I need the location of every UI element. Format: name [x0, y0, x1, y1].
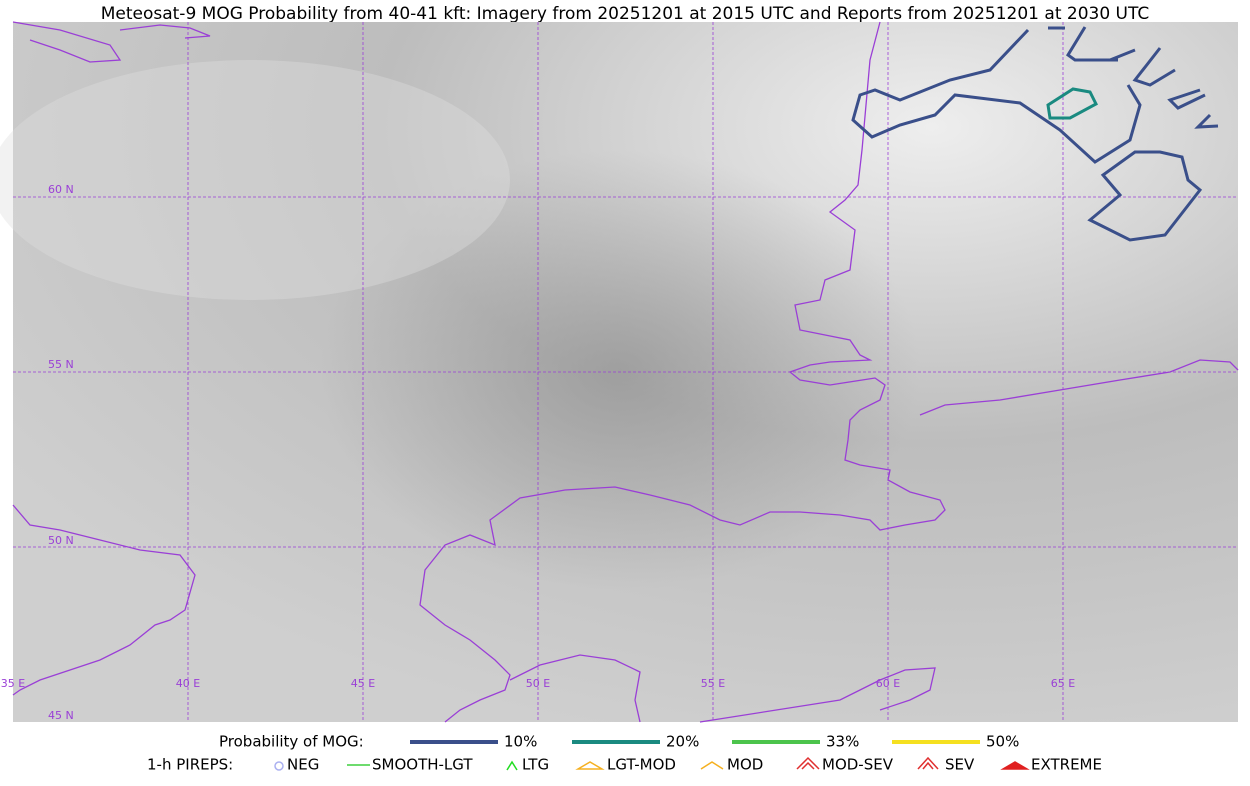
title: Meteosat-9 MOG Probability from 40-41 kf…	[101, 4, 1150, 24]
icon-mod	[700, 761, 724, 770]
icon-extreme	[1000, 761, 1030, 770]
coastline	[509, 654, 641, 723]
grid	[13, 22, 1238, 722]
lon-label: 65 E	[1051, 677, 1075, 690]
coastlines	[12, 21, 1239, 723]
legend-entry: MOD	[727, 756, 763, 774]
coastline	[919, 359, 1239, 416]
lon-label: 60 E	[876, 677, 900, 690]
coastline	[12, 21, 211, 63]
legend-entry: 33%	[826, 733, 859, 751]
contour-20	[1046, 87, 1098, 120]
lon-label: 45 E	[351, 677, 375, 690]
lat-label: 55 N	[48, 358, 74, 371]
legend-entry: SEV	[945, 756, 975, 774]
legend-entry: LTG	[522, 756, 549, 774]
icon-neg	[274, 761, 284, 771]
cloud-band	[0, 60, 510, 300]
pirep-icons	[274, 756, 1030, 771]
icon-ltg	[506, 760, 518, 771]
legend-entry: 20%	[666, 733, 699, 751]
lon-label: 55 E	[701, 677, 725, 690]
contour-10	[851, 28, 1142, 164]
lat-label: 60 N	[48, 183, 74, 196]
legend: Probability of MOG: 1-h PIREPS: 10% 20% 33…	[147, 733, 1102, 774]
lon-label: 40 E	[176, 677, 200, 690]
legend-label: 1-h PIREPS:	[147, 756, 233, 774]
map: 60 N 55 N 50 N 45 N 35 E 40 E 45 E 50 E …	[0, 21, 1239, 723]
legend-entry: 50%	[986, 733, 1019, 751]
coastline	[699, 667, 936, 723]
legend-entry: 10%	[504, 733, 537, 751]
lat-label: 50 N	[48, 534, 74, 547]
coastline	[12, 504, 196, 696]
legend-label: Probability of MOG:	[219, 733, 364, 751]
mog-contours	[851, 26, 1219, 242]
legend-entry: EXTREME	[1031, 756, 1102, 774]
legend-entry: MOD-SEV	[822, 756, 894, 774]
contour-10	[1048, 26, 1219, 129]
icon-sev	[917, 756, 939, 770]
lon-label: 35 E	[1, 677, 25, 690]
legend-entry: SMOOTH-LGT	[372, 756, 473, 774]
lat-label: 45 N	[48, 709, 74, 722]
lon-label: 50 E	[526, 677, 550, 690]
legend-entry: NEG	[287, 756, 319, 774]
legend-entry: LGT-MOD	[607, 756, 676, 774]
contour-10	[1087, 150, 1203, 242]
icon-mod-sev	[796, 756, 820, 770]
icon-lgt-mod	[575, 761, 605, 770]
coastline	[419, 21, 946, 723]
dark-region	[320, 150, 920, 590]
